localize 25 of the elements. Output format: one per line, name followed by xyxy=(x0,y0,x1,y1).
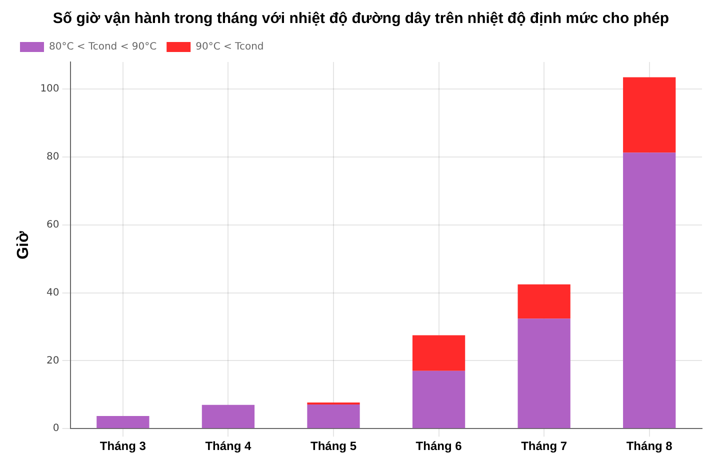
bar xyxy=(96,416,150,428)
x-tick-label: Tháng 5 xyxy=(310,439,357,454)
bar xyxy=(307,404,360,428)
legend-label: 80°C < Tcond < 90°C xyxy=(49,42,157,53)
bar xyxy=(623,77,676,153)
y-tick-label: 40 xyxy=(46,287,60,298)
bar xyxy=(518,284,570,319)
x-tick-label: Tháng 7 xyxy=(521,439,568,454)
bar xyxy=(412,335,466,371)
x-tick-label: Tháng 8 xyxy=(626,439,673,454)
chart-title: Số giờ vận hành trong tháng với nhiệt độ đường dây trên nhiệt độ định mức cho phép xyxy=(52,10,670,29)
x-tick-label: Tháng 4 xyxy=(205,439,252,454)
y-tick-label: 60 xyxy=(46,220,60,231)
y-tick-label: 80 xyxy=(46,152,60,163)
bar xyxy=(412,370,466,428)
y-tick-label: 100 xyxy=(40,84,60,95)
legend-label: 90°C < Tcond xyxy=(196,42,264,53)
bar xyxy=(202,404,255,428)
bar xyxy=(518,318,570,428)
bar xyxy=(623,152,676,428)
x-tick-label: Tháng 6 xyxy=(416,439,462,454)
y-axis-title: Giờ xyxy=(15,230,32,260)
x-tick-label: Tháng 3 xyxy=(100,439,146,454)
y-tick-label: 0 xyxy=(52,423,60,434)
y-tick-label: 20 xyxy=(46,355,60,366)
